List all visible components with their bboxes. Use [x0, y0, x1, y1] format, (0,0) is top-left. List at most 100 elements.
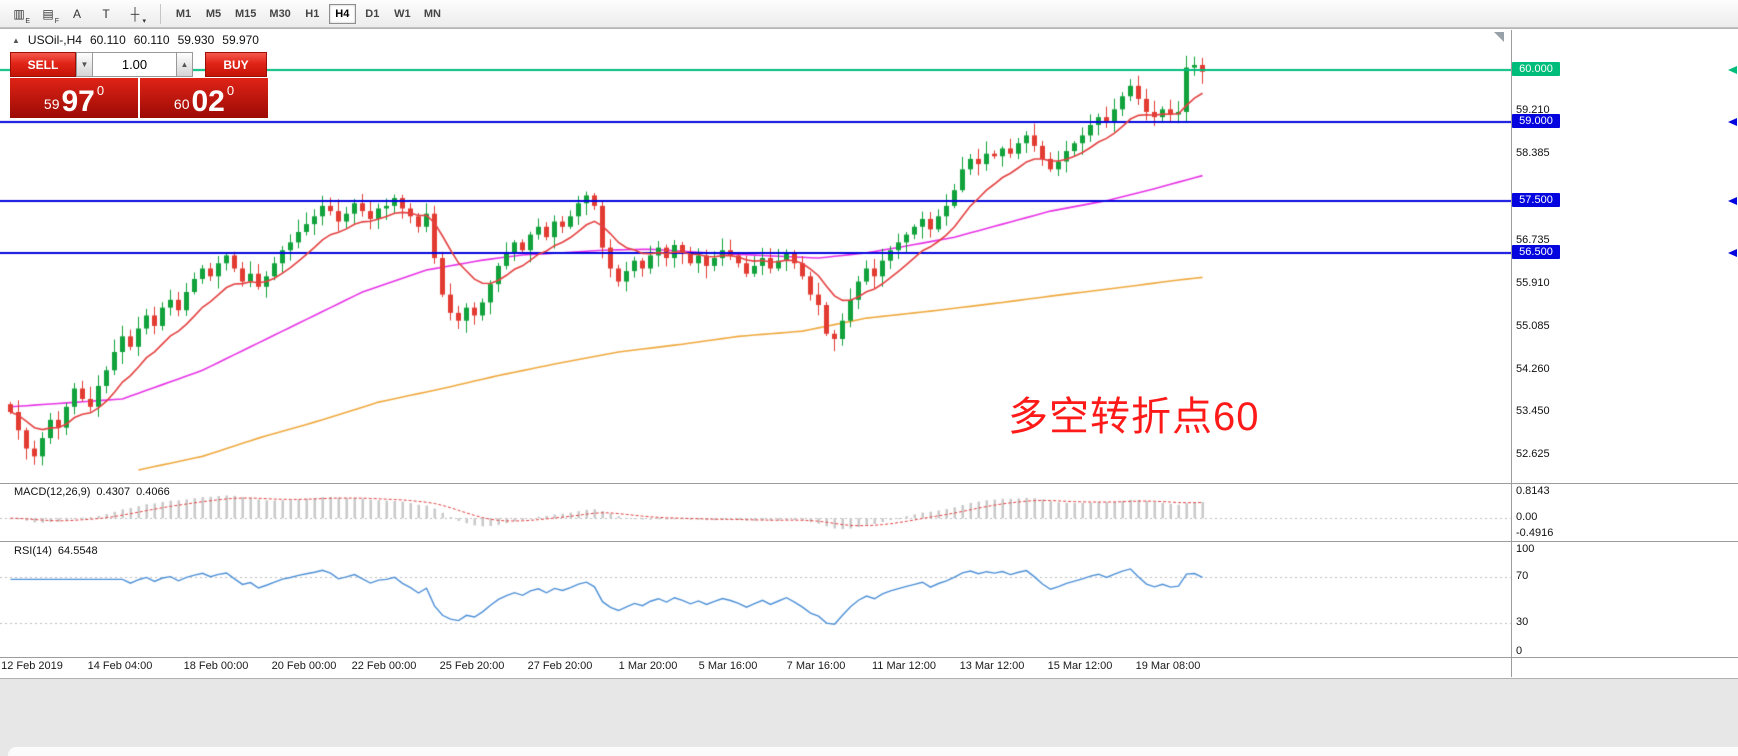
- date-axis-label: 15 Mar 12:00: [1047, 660, 1113, 672]
- text-annotation-icon-glyph: A: [72, 6, 81, 21]
- date-axis-label: 11 Mar 12:00: [871, 660, 936, 672]
- date-axis-label: 13 Mar 12:00: [959, 660, 1025, 672]
- timeframe-w1[interactable]: W1: [389, 4, 416, 24]
- buy-price-big: 02: [191, 84, 225, 118]
- bottom-filler: [0, 678, 1738, 756]
- sell-price-big: 97: [61, 84, 95, 118]
- macd-canvas[interactable]: [0, 484, 1511, 541]
- price-axis-tick: 56.735: [1516, 233, 1550, 246]
- chart-toolbar: ▥ E ▤ F A T ┼ ▾ M1 M5 M15 M30 H1 H4 D1 W1 MN: [0, 0, 1738, 28]
- toolbar-separator: [160, 3, 161, 24]
- price-axis-tick: 53.450: [1516, 405, 1550, 418]
- timeframe-m30[interactable]: M30: [264, 4, 295, 24]
- pane-separator[interactable]: [0, 541, 1738, 542]
- ohlc-high: 60.110: [133, 33, 170, 47]
- rsi-canvas[interactable]: [0, 542, 1511, 657]
- indicator-grid-icon-badge: F: [54, 17, 59, 25]
- chart-shift-marker-icon[interactable]: [1494, 32, 1504, 42]
- chart-bars-icon-badge: E: [25, 17, 30, 25]
- ohlc-close: 59.970: [222, 33, 259, 47]
- timeframe-d1[interactable]: D1: [359, 4, 386, 24]
- date-axis-label: 12 Feb 2019: [1, 660, 63, 672]
- macd-label: MACD(12,26,9) 0.4307 0.4066: [14, 486, 176, 498]
- symbol-name: USOil-,H4: [27, 33, 82, 47]
- macd-axis-label: 0.00: [1516, 511, 1538, 524]
- date-axis-label: 1 Mar 20:00: [618, 660, 678, 672]
- indicator-grid-icon[interactable]: ▤ F: [35, 3, 61, 25]
- price-axis-tick: 59.210: [1516, 104, 1550, 117]
- sell-price-sup: 0: [96, 83, 105, 98]
- text-annotation-icon[interactable]: A: [64, 3, 90, 25]
- macd-signal-value: 0.4066: [136, 486, 170, 498]
- timeframe-mn[interactable]: MN: [419, 4, 446, 24]
- date-axis-label: 5 Mar 16:00: [698, 660, 758, 672]
- text-box-icon-glyph: T: [102, 6, 110, 21]
- price-axis-tick: 58.385: [1516, 147, 1550, 160]
- buy-price-display[interactable]: 60 02 0: [140, 78, 268, 118]
- axis-separator: [0, 657, 1738, 658]
- rsi-axis-label: 70: [1516, 569, 1529, 582]
- ohlc-open: 60.110: [89, 33, 126, 47]
- collapse-arrow-icon[interactable]: ▲: [12, 35, 20, 45]
- timeframe-buttons: M1 M5 M15 M30 H1 H4 D1 W1 MN: [170, 3, 449, 24]
- buy-button[interactable]: BUY: [205, 52, 267, 77]
- price-axis-tick: 52.625: [1516, 448, 1550, 461]
- date-axis-label: 27 Feb 20:00: [527, 660, 593, 672]
- date-axis-label: 19 Mar 08:00: [1135, 660, 1201, 672]
- macd-axis-label: 0.8143: [1516, 484, 1550, 497]
- price-level-tag[interactable]: 57.500: [1512, 192, 1560, 207]
- price-level-tag[interactable]: 56.500: [1512, 244, 1560, 259]
- macd-name: MACD(12,26,9): [14, 486, 91, 498]
- timeframe-m1[interactable]: M1: [170, 4, 197, 24]
- date-axis-label: 20 Feb 00:00: [271, 660, 337, 672]
- annotation-text: 多空转折点60: [1008, 395, 1260, 439]
- volume-spinner-icon[interactable]: ▲: [177, 52, 193, 77]
- crosshair-cursor-icon-badge: ▾: [142, 17, 146, 25]
- level-edge-marker: [1728, 196, 1737, 205]
- level-edge-marker: [1728, 118, 1737, 127]
- price-axis-tick: 54.260: [1516, 362, 1550, 375]
- window-edge: [8, 747, 1738, 756]
- sell-button[interactable]: SELL: [10, 52, 76, 77]
- crosshair-cursor-icon[interactable]: ┼ ▾: [122, 3, 148, 25]
- buy-price-sup: 0: [226, 83, 235, 98]
- crosshair-cursor-icon-glyph: ┼: [130, 6, 140, 21]
- rsi-label: RSI(14) 64.5548: [14, 545, 104, 557]
- level-edge-marker: [1728, 66, 1737, 75]
- price-axis-tick: 55.910: [1516, 276, 1550, 289]
- level-edge-marker: [1728, 248, 1737, 257]
- volume-input[interactable]: [93, 52, 177, 77]
- timeframe-m15[interactable]: M15: [230, 4, 261, 24]
- macd-axis-label: -0.4916: [1516, 527, 1554, 540]
- volume-dropdown-icon[interactable]: ▼: [76, 52, 93, 77]
- timeframe-h4[interactable]: H4: [328, 3, 356, 24]
- rsi-axis-label: 0: [1516, 645, 1523, 657]
- sell-price-display[interactable]: 59 97 0: [10, 78, 138, 118]
- date-axis-label: 7 Mar 16:00: [786, 660, 846, 672]
- rsi-axis-label: 30: [1516, 615, 1529, 628]
- rsi-axis-label: 100: [1516, 543, 1535, 555]
- text-box-icon[interactable]: T: [93, 3, 119, 25]
- buy-price-head: 60: [173, 96, 190, 112]
- pane-separator[interactable]: [0, 483, 1738, 484]
- date-axis-label: 18 Feb 00:00: [183, 660, 249, 672]
- date-axis-label: 14 Feb 04:00: [87, 660, 153, 672]
- symbol-header: ▲ USOil-,H4 60.110 60.110 59.930 59.970: [12, 33, 259, 47]
- rsi-name: RSI(14): [14, 545, 52, 557]
- chart-bars-icon[interactable]: ▥ E: [6, 3, 32, 25]
- timeframe-m5[interactable]: M5: [200, 4, 227, 24]
- date-axis-label: 25 Feb 20:00: [439, 660, 505, 672]
- price-level-tag[interactable]: 59.000: [1512, 114, 1560, 129]
- price-level-tag[interactable]: 60.000: [1512, 62, 1560, 77]
- price-axis-tick: 55.085: [1516, 319, 1550, 332]
- chart-bars-icon-glyph: ▥: [13, 6, 25, 21]
- macd-main-value: 0.4307: [96, 486, 131, 498]
- date-axis-label: 22 Feb 00:00: [351, 660, 417, 672]
- price-axis-separator: [1511, 30, 1512, 677]
- ohlc-low: 59.930: [177, 33, 215, 47]
- sell-price-head: 59: [43, 96, 60, 112]
- timeframe-h1[interactable]: H1: [299, 4, 326, 24]
- indicator-grid-icon-glyph: ▤: [42, 6, 54, 21]
- rsi-value: 64.5548: [57, 545, 98, 557]
